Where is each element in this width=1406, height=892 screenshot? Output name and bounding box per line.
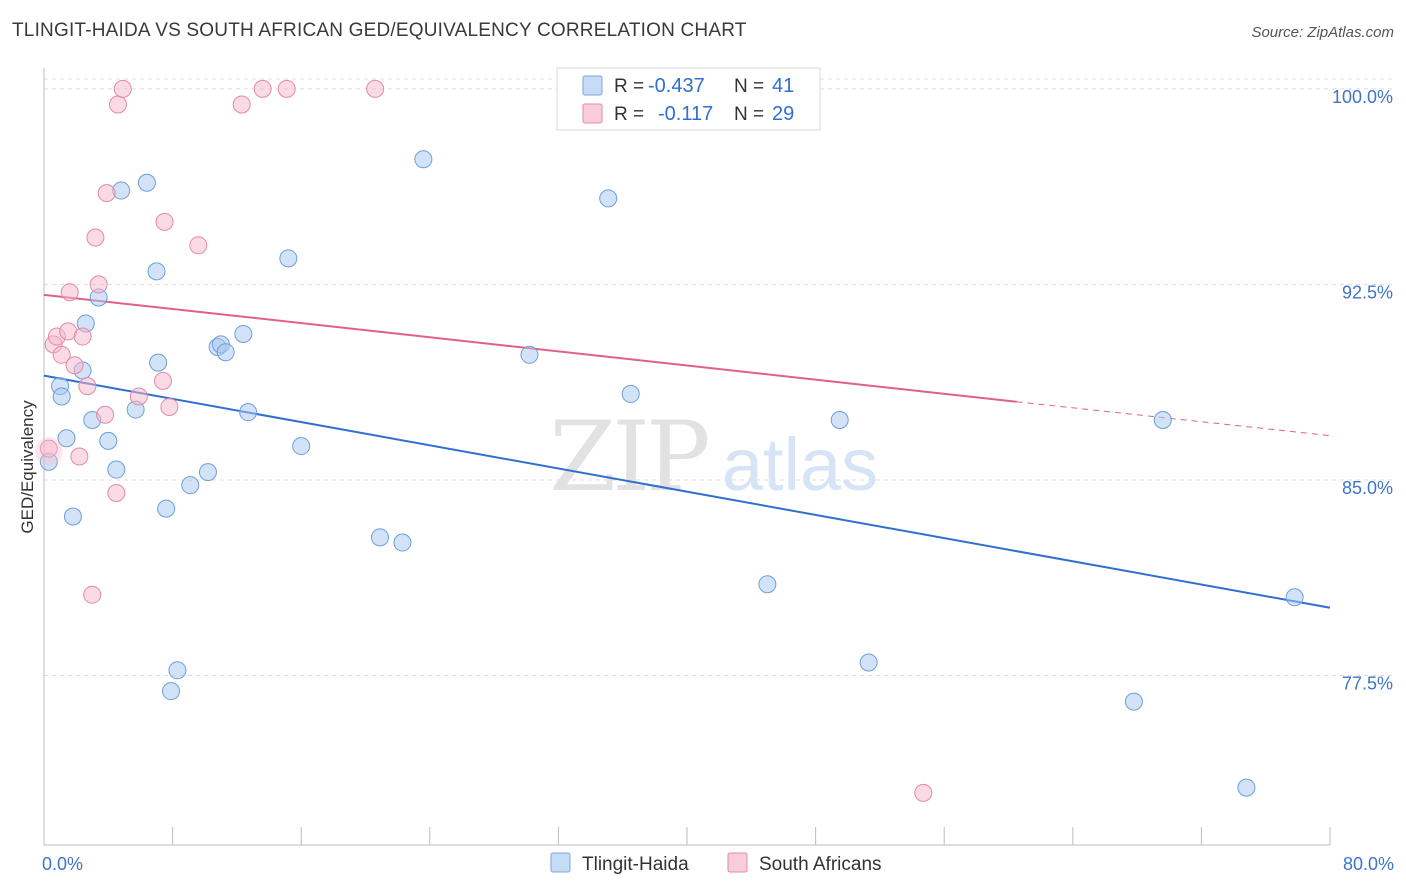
point-tlingit-haida [859,653,878,672]
point-tlingit-haida [234,324,253,343]
point-south-african [60,283,79,302]
point-south-african [253,79,272,98]
point-south-african [73,327,92,346]
point-tlingit-haida [147,262,166,281]
point-south-african [129,387,148,406]
y-tick-label: 100.0% [1332,87,1393,107]
trendline-tlingit-haida [43,374,1331,609]
point-south-african [97,184,116,203]
point-south-african [65,356,84,375]
point-tlingit-haida [239,403,258,422]
point-south-african [107,484,126,503]
point-south-african [86,228,105,247]
y-tick-label: 92.5% [1342,282,1393,302]
point-tlingit-haida [1124,692,1143,711]
point-tlingit-haida [1153,410,1172,429]
stats-r-value-1: -0.437 [648,75,705,97]
stats-n-label-2: N = [734,104,764,125]
stats-r-label-1: R = [614,76,644,97]
stats-swatch-tlingit [582,75,603,96]
y-tick-label: 85.0% [1342,478,1393,498]
legend-swatch-southafrican [727,852,748,873]
point-tlingit-haida [52,387,71,406]
point-tlingit-haida [758,575,777,594]
point-tlingit-haida [621,384,640,403]
chart-title: TLINGIT-HAIDA VS SOUTH AFRICAN GED/EQUIV… [12,20,747,41]
x-tick-label: 80.0% [1343,854,1394,874]
point-south-african [52,345,71,364]
x-tick-label: 0.0% [42,854,83,874]
stats-n-value-2: 29 [772,103,794,125]
stats-r-value-2: -0.117 [658,103,713,125]
point-tlingit-haida [393,533,412,552]
point-tlingit-haida [107,460,126,479]
stats-n-label-1: N = [734,76,764,97]
point-tlingit-haida [216,343,235,362]
point-tlingit-haida [57,429,76,448]
watermark: ZIP atlas [549,401,878,513]
gridlines [44,78,1394,677]
point-tlingit-haida [279,249,298,268]
point-tlingit-haida [137,173,156,192]
point-south-african [78,377,97,396]
point-tlingit-haida [370,528,389,547]
point-south-african-cluster [34,437,63,466]
legend-label-tlingit: Tlingit-Haida [582,854,689,875]
data-points [34,79,1304,802]
watermark-atlas: atlas [722,423,878,506]
tick-labels: 100.0% 92.5% 85.0% 77.5% 0.0% 80.0% [42,87,1394,874]
point-tlingit-haida [1237,778,1256,797]
stats-swatch-southafrican [582,103,603,124]
point-tlingit-haida [181,476,200,495]
point-tlingit-haida [149,353,168,372]
point-tlingit-haida [292,437,311,456]
y-axis-label: GED/Equivalency [18,400,37,534]
point-south-african [366,79,385,98]
point-south-african [232,95,251,114]
trendline-south-african-extension [1016,401,1331,437]
point-tlingit-haida [99,431,118,450]
point-south-african [155,212,174,231]
point-south-african [160,397,179,416]
stats-n-value-1: 41 [772,75,794,97]
point-south-african [39,439,58,458]
chart-source: Source: ZipAtlas.com [1251,24,1394,41]
point-south-african [113,79,132,98]
point-south-african [89,275,108,294]
legend-swatch-tlingit [550,852,571,873]
point-south-african [108,95,127,114]
point-tlingit-haida [414,150,433,169]
series-legend: Tlingit-Haida South Africans [550,852,882,875]
axes [43,68,1331,846]
point-tlingit-haida [599,189,618,208]
point-tlingit-haida [161,682,180,701]
point-south-african [277,79,296,98]
point-south-african [153,371,172,390]
point-south-african [96,405,115,424]
point-tlingit-haida [830,410,849,429]
point-south-african [70,447,89,466]
legend-label-southafrican: South Africans [759,854,882,875]
point-south-african [914,783,933,802]
point-tlingit-haida [168,661,187,680]
point-tlingit-haida [63,507,82,526]
point-tlingit-haida [1285,588,1304,607]
point-south-african [189,236,208,255]
watermark-zip: ZIP [549,401,708,513]
point-tlingit-haida [520,345,539,364]
point-tlingit-haida [198,463,217,482]
point-south-african [83,585,102,604]
stats-r-label-2: R = [614,104,644,125]
point-tlingit-haida [157,499,176,518]
y-tick-label: 77.5% [1342,674,1393,694]
stats-legend: R = -0.437 N = 41 R = -0.117 N = 29 [556,67,821,131]
